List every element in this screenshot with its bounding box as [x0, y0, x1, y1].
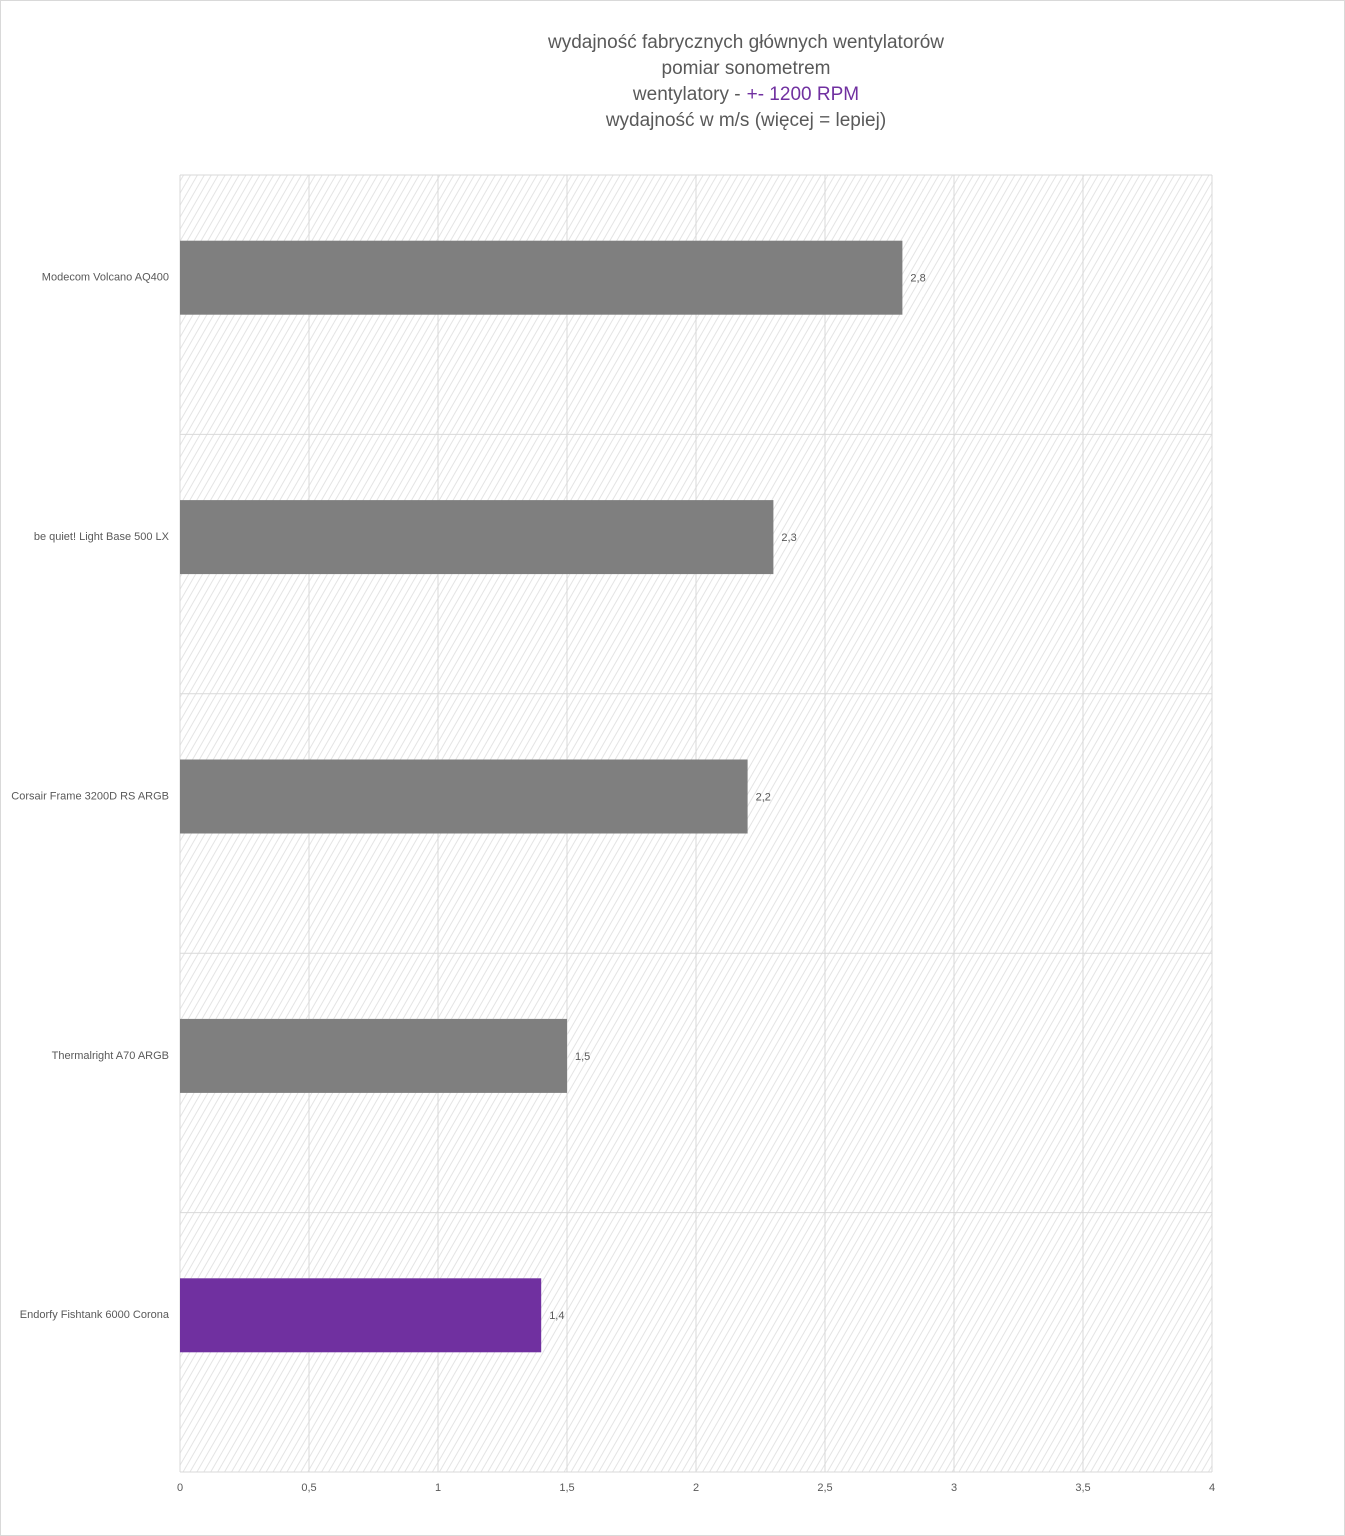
bar — [180, 759, 748, 834]
chart-title: wydajność w m/s (więcej = lepiej) — [605, 110, 886, 131]
value-label: 2,2 — [756, 791, 771, 803]
title-part: wentylatory - — [632, 84, 741, 105]
y-tick-label: Corsair Frame 3200D RS ARGB — [11, 790, 169, 802]
x-tick-label: 0 — [177, 1482, 183, 1494]
x-tick-label: 2 — [693, 1482, 699, 1494]
value-label: 1,5 — [575, 1051, 590, 1063]
x-tick-label: 1,5 — [559, 1482, 574, 1494]
bar — [180, 500, 774, 575]
x-tick-label: 3 — [951, 1482, 957, 1494]
x-tick-label: 1 — [435, 1482, 441, 1494]
value-label: 2,3 — [781, 532, 796, 544]
chart-title: wydajność fabrycznych głównych wentylato… — [547, 32, 944, 53]
x-tick-label: 0,5 — [301, 1482, 316, 1494]
chart-title: wentylatory - +- 1200 RPM — [632, 84, 859, 105]
value-label: 1,4 — [549, 1310, 564, 1322]
chart-title: pomiar sonometrem — [662, 58, 831, 79]
y-tick-label: Modecom Volcano AQ400 — [42, 272, 169, 284]
bar — [180, 1278, 542, 1353]
x-tick-label: 2,5 — [817, 1482, 832, 1494]
x-tick-label: 3,5 — [1075, 1482, 1090, 1494]
y-tick-label: Thermalright A70 ARGB — [52, 1050, 169, 1062]
y-tick-label: be quiet! Light Base 500 LX — [34, 531, 170, 543]
x-tick-label: 4 — [1209, 1482, 1215, 1494]
bar — [180, 240, 903, 315]
value-label: 2,8 — [910, 273, 925, 285]
title-part: +- 1200 RPM — [747, 84, 859, 105]
bar — [180, 1018, 567, 1093]
y-tick-label: Endorfy Fishtank 6000 Corona — [20, 1309, 170, 1321]
